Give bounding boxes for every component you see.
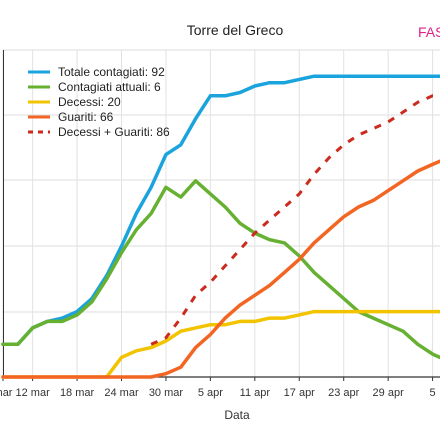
x-tick-label: 11 apr [240,387,271,399]
legend-entry: Totale contagiati: 92 [58,65,165,79]
x-tick-labels: mar12 mar 18 mar 24 mar 30 mar 5 apr 11 apr 17… [0,387,436,399]
x-tick-label: 12 mar [16,387,51,399]
x-tick-label: 18 mar [60,387,95,399]
x-tick-label: 5 [430,387,436,399]
x-tick-label: 5 apr [198,387,223,399]
x-tick-label: 30 mar [149,387,184,399]
series-layer [1,74,440,379]
x-tick-label: 29 apr [373,387,405,399]
series-line-1 [1,74,440,347]
series-line-3 [1,309,440,379]
legend-entry: Guariti: 66 [58,110,114,124]
chart-title: Torre del Greco [187,22,284,38]
x-tick-label: 17 apr [284,387,316,399]
series-line-5 [150,94,440,346]
legend-entry: Contagiati attuali: 6 [58,80,161,94]
series-line-4 [1,159,440,379]
series-line-2 [1,179,440,360]
legend-entry: Decessi: 20 [58,95,121,109]
x-tick-label: 24 mar [104,387,139,399]
x-tick-label: mar [0,387,13,399]
x-axis-label: Data [224,408,250,422]
x-tick-label: 23 apr [328,387,360,399]
legend-entry: Decessi + Guariti: 86 [58,125,170,139]
brand-logo-text: FAS [418,24,440,40]
